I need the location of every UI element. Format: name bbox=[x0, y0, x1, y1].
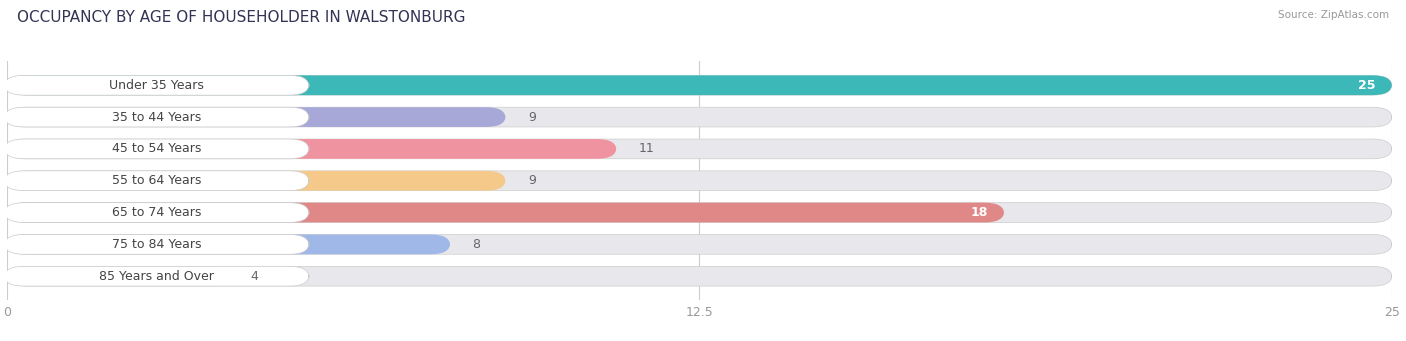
FancyBboxPatch shape bbox=[7, 266, 229, 286]
Text: 9: 9 bbox=[527, 174, 536, 187]
FancyBboxPatch shape bbox=[4, 266, 309, 286]
Text: Under 35 Years: Under 35 Years bbox=[110, 79, 204, 92]
FancyBboxPatch shape bbox=[7, 235, 450, 254]
Text: 45 to 54 Years: 45 to 54 Years bbox=[112, 143, 201, 155]
Text: 11: 11 bbox=[638, 143, 654, 155]
FancyBboxPatch shape bbox=[7, 75, 1392, 95]
FancyBboxPatch shape bbox=[4, 75, 309, 95]
FancyBboxPatch shape bbox=[7, 171, 506, 191]
FancyBboxPatch shape bbox=[4, 171, 309, 191]
FancyBboxPatch shape bbox=[7, 75, 1392, 95]
FancyBboxPatch shape bbox=[4, 107, 309, 127]
FancyBboxPatch shape bbox=[7, 107, 506, 127]
Text: 25: 25 bbox=[1358, 79, 1375, 92]
FancyBboxPatch shape bbox=[7, 266, 1392, 286]
FancyBboxPatch shape bbox=[7, 139, 616, 159]
Text: OCCUPANCY BY AGE OF HOUSEHOLDER IN WALSTONBURG: OCCUPANCY BY AGE OF HOUSEHOLDER IN WALST… bbox=[17, 10, 465, 25]
Text: 9: 9 bbox=[527, 110, 536, 123]
FancyBboxPatch shape bbox=[7, 171, 1392, 191]
Text: 35 to 44 Years: 35 to 44 Years bbox=[112, 110, 201, 123]
FancyBboxPatch shape bbox=[7, 203, 1392, 222]
FancyBboxPatch shape bbox=[7, 139, 1392, 159]
Text: 18: 18 bbox=[970, 206, 987, 219]
Text: 75 to 84 Years: 75 to 84 Years bbox=[112, 238, 201, 251]
FancyBboxPatch shape bbox=[7, 203, 1004, 222]
Text: 8: 8 bbox=[472, 238, 481, 251]
FancyBboxPatch shape bbox=[7, 235, 1392, 254]
Text: 4: 4 bbox=[250, 270, 259, 283]
FancyBboxPatch shape bbox=[4, 203, 309, 222]
Text: 85 Years and Over: 85 Years and Over bbox=[100, 270, 214, 283]
FancyBboxPatch shape bbox=[7, 107, 1392, 127]
Text: Source: ZipAtlas.com: Source: ZipAtlas.com bbox=[1278, 10, 1389, 20]
Text: 65 to 74 Years: 65 to 74 Years bbox=[112, 206, 201, 219]
FancyBboxPatch shape bbox=[4, 139, 309, 159]
FancyBboxPatch shape bbox=[4, 235, 309, 254]
Text: 55 to 64 Years: 55 to 64 Years bbox=[112, 174, 201, 187]
